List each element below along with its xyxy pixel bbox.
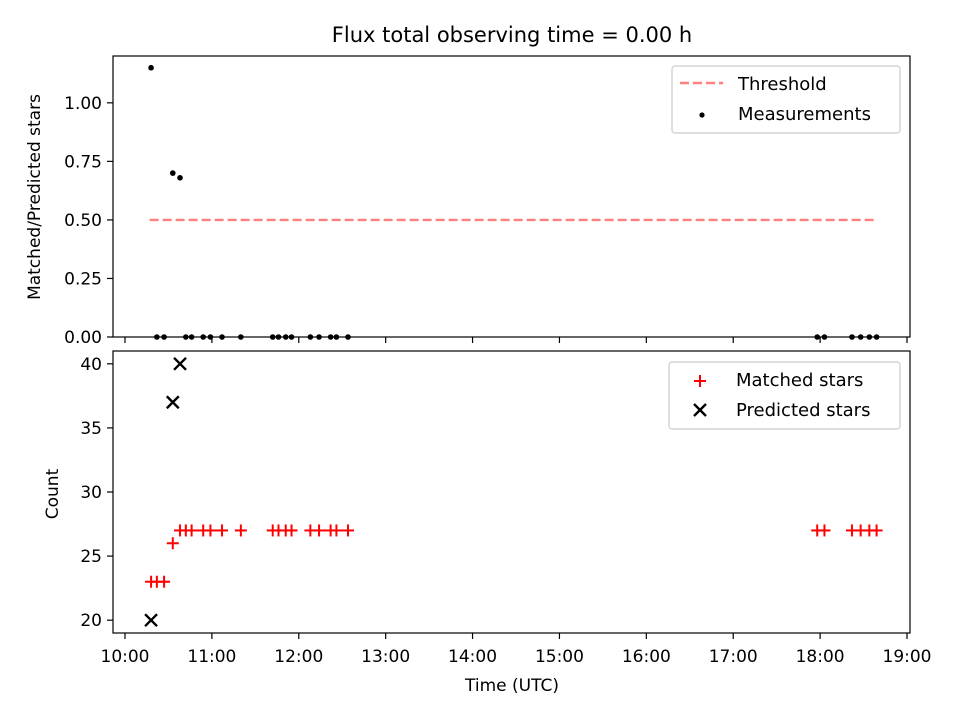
predicted-star-point (173, 356, 187, 371)
x-tick-label: 18:00 (796, 647, 845, 667)
bottom-y-tick-label: 40 (80, 355, 102, 375)
bottom-y-axis-label: Count (43, 468, 63, 519)
x-tick-label: 10:00 (101, 647, 150, 667)
matched-star-point (204, 524, 217, 537)
top-y-axis-label: Matched/Predicted stars (25, 94, 45, 300)
matched-stars-legend-swatch (694, 375, 706, 387)
measurement-point (169, 170, 176, 176)
x-tick-label: 17:00 (709, 647, 758, 667)
top-panel: Matched/Predicted stars 0.00 0.25 0.50 0.75… (25, 55, 911, 348)
top-legend-box (671, 65, 901, 134)
bottom-y-tick-label: 25 (80, 547, 102, 567)
top-y-tick-label: 0.75 (64, 152, 102, 172)
bottom-y-tick-label: 30 (80, 483, 102, 503)
matched-star-point (342, 524, 355, 537)
top-plot-frame (112, 55, 911, 338)
x-tick-label: 16:00 (622, 647, 671, 667)
bottom-panel: Count Time (UTC) 20 25 30 35 40 10:00 11:00 12:… (43, 350, 932, 696)
x-axis-label: Time (UTC) (464, 676, 559, 696)
x-tick-label: 12:00 (274, 647, 323, 667)
bottom-y-tick-label: 20 (80, 611, 102, 631)
measurements-legend-swatch (699, 112, 705, 118)
matched-stars-legend-label: Matched stars (736, 370, 863, 391)
matched-star-point (818, 524, 831, 537)
matched-star-point (285, 524, 298, 537)
x-tick-label: 13:00 (361, 647, 410, 667)
matched-star-point (330, 524, 343, 537)
threshold-legend-label: Threshold (737, 74, 827, 95)
predicted-star-point (144, 613, 158, 628)
bottom-legend: Matched stars Predicted stars (668, 361, 901, 430)
top-y-tick-label: 0.25 (64, 269, 102, 289)
matched-star-point (166, 537, 179, 550)
matched-star-point (313, 524, 326, 537)
bottom-legend-box (668, 361, 901, 430)
chart-title: Flux total observing time = 0.00 h (332, 23, 692, 47)
matched-star-point (234, 524, 247, 537)
measurement-point (148, 64, 154, 71)
top-axes: 0.00 0.25 0.50 0.75 1.00 (64, 55, 911, 348)
predicted-stars-legend-label: Predicted stars (736, 400, 870, 421)
predicted-star-point (165, 395, 180, 410)
matched-star-point (185, 524, 198, 537)
bottom-y-tick-label: 35 (80, 419, 102, 439)
x-tick-label: 14:00 (448, 647, 497, 667)
top-y-tick-label: 1.00 (64, 94, 102, 114)
bottom-axes: 20 25 30 35 40 10:00 11:00 12:00 13:00 14:00 15:00… (80, 350, 932, 667)
matched-star-point (216, 524, 229, 537)
top-legend: Threshold Measurements (671, 65, 901, 134)
predicted-stars-legend-swatch (693, 403, 707, 417)
x-tick-label: 15:00 (535, 647, 584, 667)
top-y-tick-label: 0.50 (64, 211, 102, 231)
top-y-tick-label: 0.00 (64, 328, 102, 348)
matched-star-point (158, 575, 171, 588)
x-tick-label: 11:00 (187, 647, 236, 667)
measurements-legend-label: Measurements (738, 104, 871, 125)
matched-star-point (870, 524, 883, 537)
bottom-plot-marks (144, 356, 883, 628)
x-tick-label: 19:00 (883, 647, 932, 667)
measurement-point (177, 174, 183, 181)
